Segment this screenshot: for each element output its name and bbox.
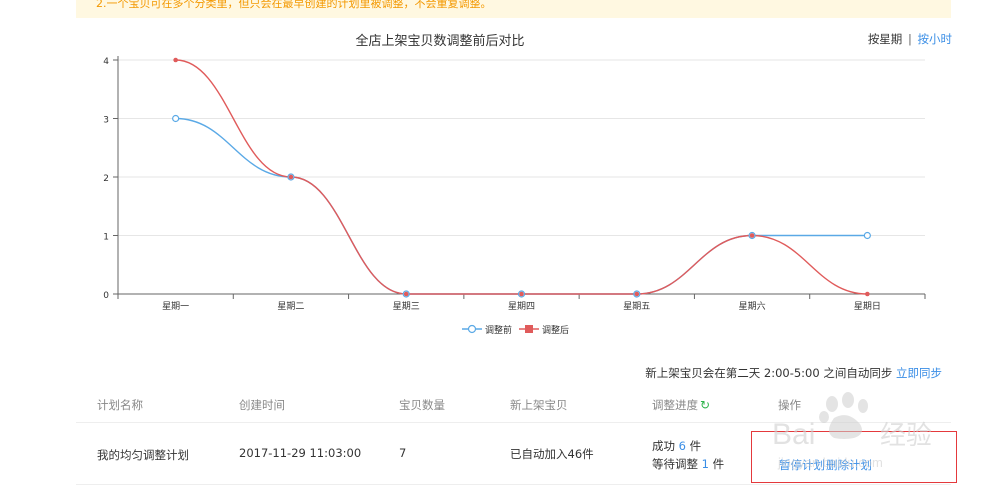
data-point-after: [403, 291, 409, 297]
x-tick-label: 星期日: [854, 301, 881, 312]
x-tick-label: 星期六: [739, 300, 766, 312]
y-tick-label: 2: [103, 174, 109, 184]
header-item-count: 宝贝数量: [399, 398, 445, 412]
y-tick-label: 0: [103, 291, 109, 301]
data-point-after: [173, 57, 178, 63]
data-point-after: [749, 233, 755, 238]
success-count[interactable]: 6: [678, 439, 686, 453]
success-label: 成功: [652, 439, 675, 453]
line-chart: 0 1 2 3 4 星期一 星期二 星期三 星期四 星期五 星期六 星期日 调整前 调整后: [103, 56, 926, 336]
chart-axes: 0 1 2 3 4 星期一 星期二 星期三 星期四 星期五 星期六 星期日: [103, 56, 926, 312]
legend-label: 调整前: [485, 324, 512, 336]
table-bottom-divider: [76, 484, 951, 485]
waiting-count[interactable]: 1: [701, 457, 709, 471]
chart-series: [172, 57, 871, 298]
sync-note: 新上架宝贝会在第二天 2:00-5:00 之间自动同步 立即同步: [645, 365, 942, 381]
item-count-cell: 7: [399, 446, 407, 460]
y-tick-label: 4: [103, 57, 109, 67]
header-created-time: 创建时间: [239, 398, 285, 412]
delete-plan-link[interactable]: 删除计划: [826, 458, 872, 472]
refresh-icon[interactable]: ↻: [700, 398, 711, 412]
chart-legend: 调整前 调整后: [462, 324, 569, 336]
header-progress: 调整进度 ↻: [652, 397, 710, 413]
legend-marker-square: [525, 325, 533, 333]
toggle-separator: |: [907, 32, 912, 46]
notice-text: 2.一个宝贝可在多个分类里，但只会在最早创建的计划里被调整，不会重复调整。: [96, 0, 492, 10]
waiting-unit: 件: [712, 457, 725, 471]
legend-marker-circle: [467, 324, 477, 334]
plan-name-cell: 我的均匀调整计划: [97, 448, 189, 462]
toggle-by-hour[interactable]: 按小时: [917, 32, 953, 46]
sync-text: 新上架宝贝会在第二天 2:00-5:00 之间自动同步: [645, 366, 893, 380]
progress-success: 成功 6 件: [652, 438, 701, 454]
created-time-cell: 2017-11-29 11:03:00: [239, 446, 362, 460]
chart-grid: [118, 59, 925, 236]
x-tick-label: 星期三: [393, 301, 420, 312]
y-tick-label: 1: [103, 233, 109, 243]
pause-plan-link[interactable]: 暂停计划: [779, 458, 825, 472]
series-line-before: [175, 117, 868, 295]
new-items-cell: 已自动加入46件: [510, 447, 594, 461]
data-point-after: [288, 174, 294, 180]
header-new-items: 新上架宝贝: [510, 398, 568, 412]
x-tick-label: 星期五: [623, 301, 650, 312]
header-operations: 操作: [778, 398, 801, 412]
progress-waiting: 等待调整 1 件: [652, 456, 724, 472]
data-point-after: [634, 291, 640, 297]
data-point-before: [863, 231, 871, 240]
x-tick-label: 星期一: [162, 301, 189, 312]
legend-label: 调整后: [542, 324, 569, 336]
chart-granularity-toggle: 按星期 | 按小时: [868, 31, 952, 47]
toggle-by-week[interactable]: 按星期: [867, 32, 903, 46]
waiting-label: 等待调整: [652, 457, 698, 471]
sync-now-link[interactable]: 立即同步: [896, 366, 942, 380]
y-tick-label: 3: [103, 116, 109, 126]
header-progress-label: 调整进度: [652, 398, 698, 412]
x-tick-label: 星期二: [277, 301, 304, 312]
notice-banner: 2.一个宝贝可在多个分类里，但只会在最早创建的计划里被调整，不会重复调整。: [76, 0, 951, 18]
data-point-before: [172, 114, 180, 123]
x-tick-label: 星期四: [508, 301, 535, 312]
header-plan-name: 计划名称: [97, 398, 143, 412]
data-point-after: [865, 291, 870, 297]
chart-title: 全店上架宝贝数调整前后对比: [355, 34, 525, 49]
data-point-after: [519, 291, 524, 297]
table-divider: [76, 422, 951, 423]
success-unit: 件: [689, 439, 702, 453]
